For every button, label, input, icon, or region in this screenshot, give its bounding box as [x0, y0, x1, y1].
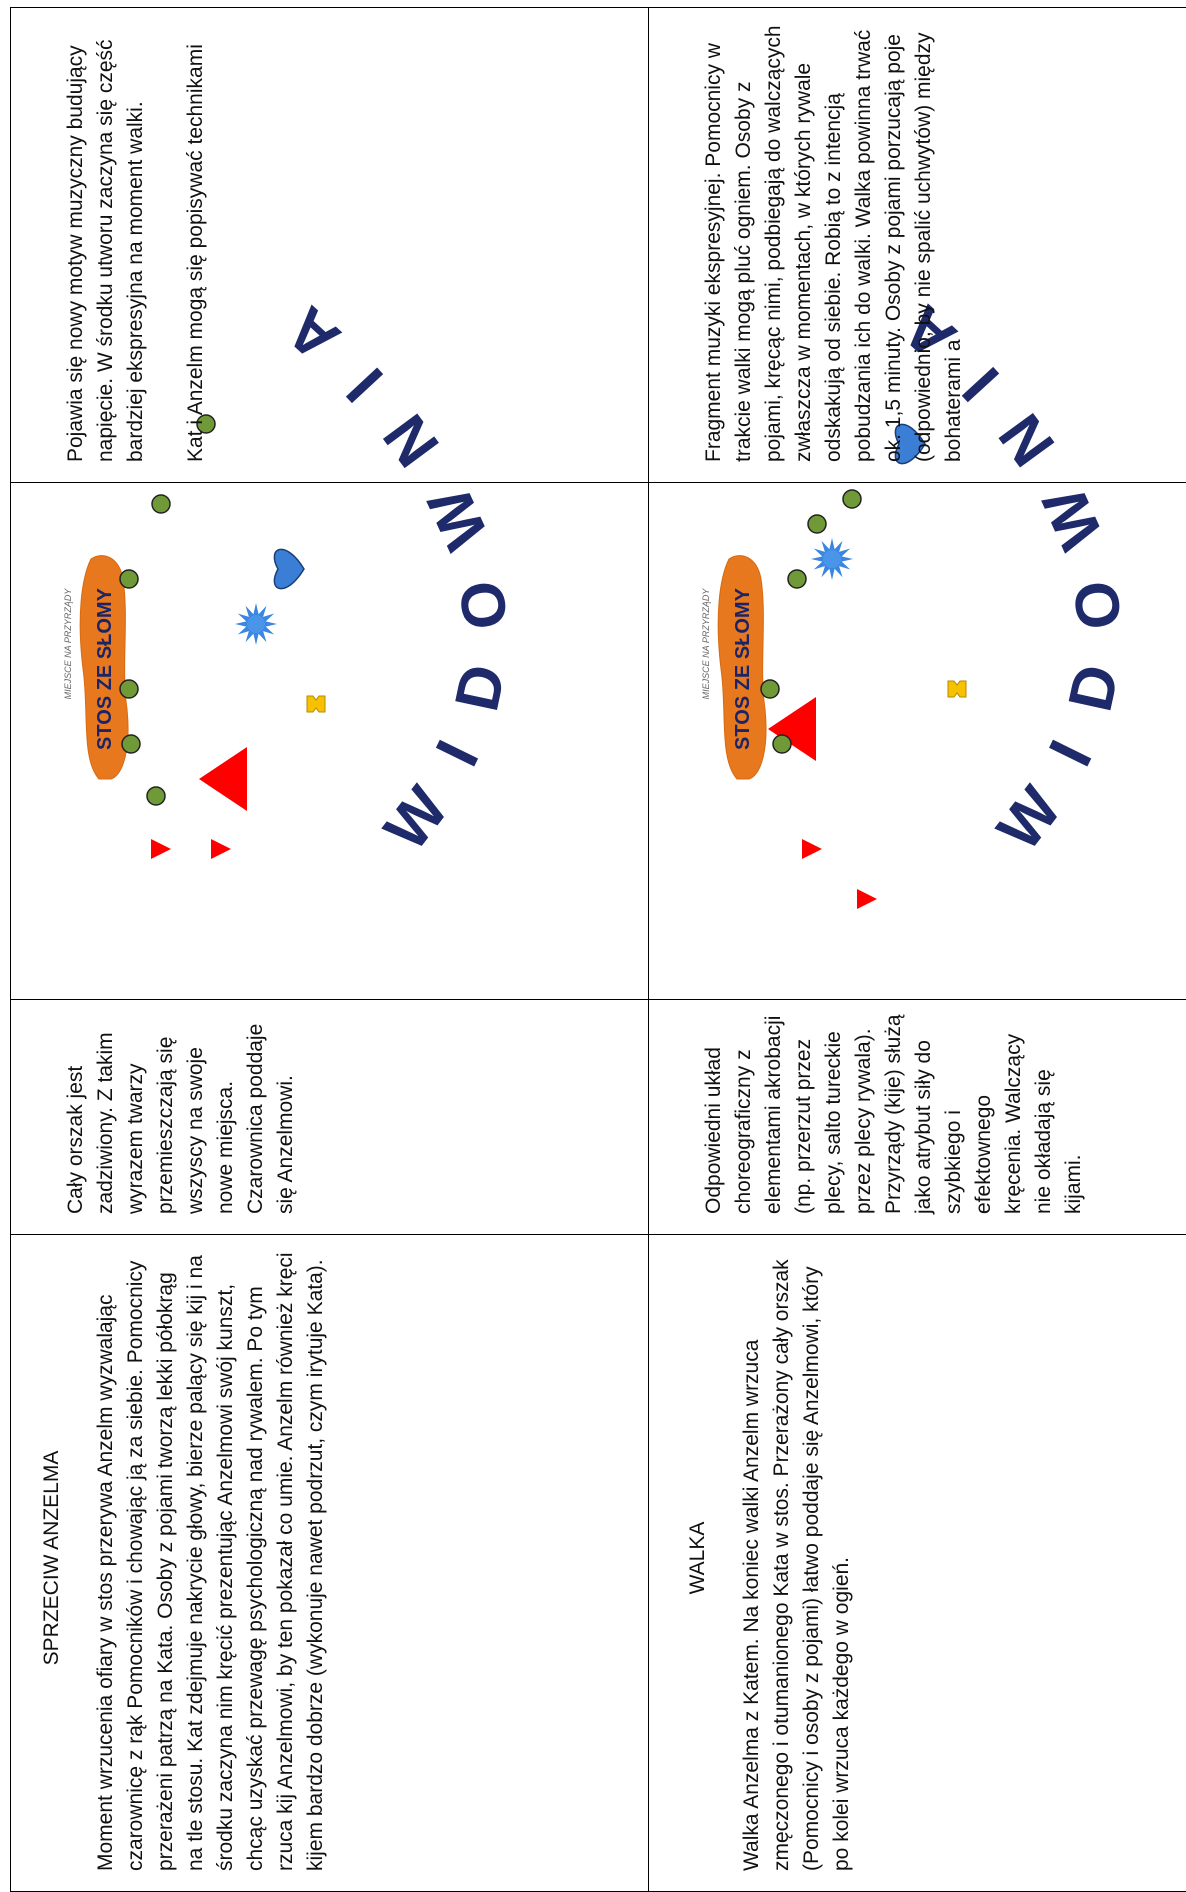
person-circle [146, 786, 166, 806]
person-circle [119, 679, 139, 699]
story-cell: WALKA Walka Anzelma z Katem. Na koniec w… [648, 1234, 1186, 1892]
notes-cell: Fragment muzyki ekspresyjnej. Pomocnicy … [648, 7, 1186, 483]
small-triangle [857, 889, 877, 909]
straw-pile-label: STOS ZE SŁOMY [94, 587, 116, 750]
notes-text: Pojawia się nowy motyw muzyczny budujący… [64, 39, 147, 462]
yellow-item [947, 680, 967, 698]
small-triangle [211, 839, 231, 859]
straw-pile [79, 555, 129, 780]
scenario-table: SPRZECIW ANZELMA Moment wrzucenia ofiary… [10, 7, 1186, 1892]
person-circle [196, 414, 216, 434]
person-circle [760, 679, 780, 699]
straw-pile-label: STOS ZE SŁOMY [732, 587, 754, 750]
person-circle [842, 489, 862, 509]
notes-text: Kat i Anzelm mogą się popisywać technika… [184, 44, 207, 462]
stage-diagram: MIEJSCE NA PRZYRZĄDY STOS ZE SŁOMYWIDOWNI… [63, 293, 521, 863]
person-circle [151, 494, 171, 514]
large-triangle [768, 697, 816, 761]
table-row: WALKA Walka Anzelma z Katem. Na koniec w… [648, 7, 1186, 1892]
person-circle [772, 734, 792, 754]
story-text: Walka Anzelma z Katem. Na koniec walki A… [740, 1259, 853, 1871]
table-row: SPRZECIW ANZELMA Moment wrzucenia ofiary… [10, 7, 649, 1892]
action-text: Odpowiedni układ choreograficzny z eleme… [702, 1014, 1085, 1214]
heart [273, 548, 305, 590]
person-circle [119, 569, 139, 589]
notes-text: Fragment muzyki ekspresyjnej. Pomocnicy … [702, 25, 965, 462]
story-text: Moment wrzucenia ofiary w stos przerywa … [94, 1252, 327, 1871]
diagram-cell: MIEJSCE NA PRZYRZĄDY STOS ZE SŁOMY WIDOWNI… [648, 292, 1186, 1000]
scene-title: WALKA [686, 1521, 709, 1595]
scene-title: SPRZECIW ANZELMA [40, 1450, 63, 1666]
sun-core [247, 615, 265, 633]
small-triangle [151, 839, 171, 859]
notes-cell: Pojawia się nowy motyw muzyczny budujący… [10, 7, 649, 483]
equipment-label: MIEJSCE NA PRZYRZĄDY [701, 588, 711, 700]
large-triangle [199, 747, 247, 811]
action-text: Cały orszak jest zadziwiony. Z takim wyr… [64, 1023, 297, 1214]
person-circle [807, 514, 827, 534]
sun-core [823, 550, 841, 568]
action-cell: Odpowiedni układ choreograficzny z eleme… [648, 999, 1186, 1235]
straw-pile [717, 555, 767, 780]
heart [894, 423, 926, 465]
person-circle [787, 569, 807, 589]
diagram-cell: MIEJSCE NA PRZYRZĄDY STOS ZE SŁOMY WIDOWNI… [10, 293, 649, 1000]
person-circle [121, 734, 141, 754]
yellow-item [306, 695, 326, 713]
equipment-label: MIEJSCE NA PRZYRZĄDY [63, 588, 73, 700]
small-triangle [802, 839, 822, 859]
stage-diagram: MIEJSCE NA PRZYRZĄDY STOS ZE SŁOMYWIDOWNI… [701, 292, 1135, 909]
action-cell: Cały orszak jest zadziwiony. Z takim wyr… [10, 999, 649, 1235]
story-cell: SPRZECIW ANZELMA Moment wrzucenia ofiary… [10, 1234, 649, 1892]
